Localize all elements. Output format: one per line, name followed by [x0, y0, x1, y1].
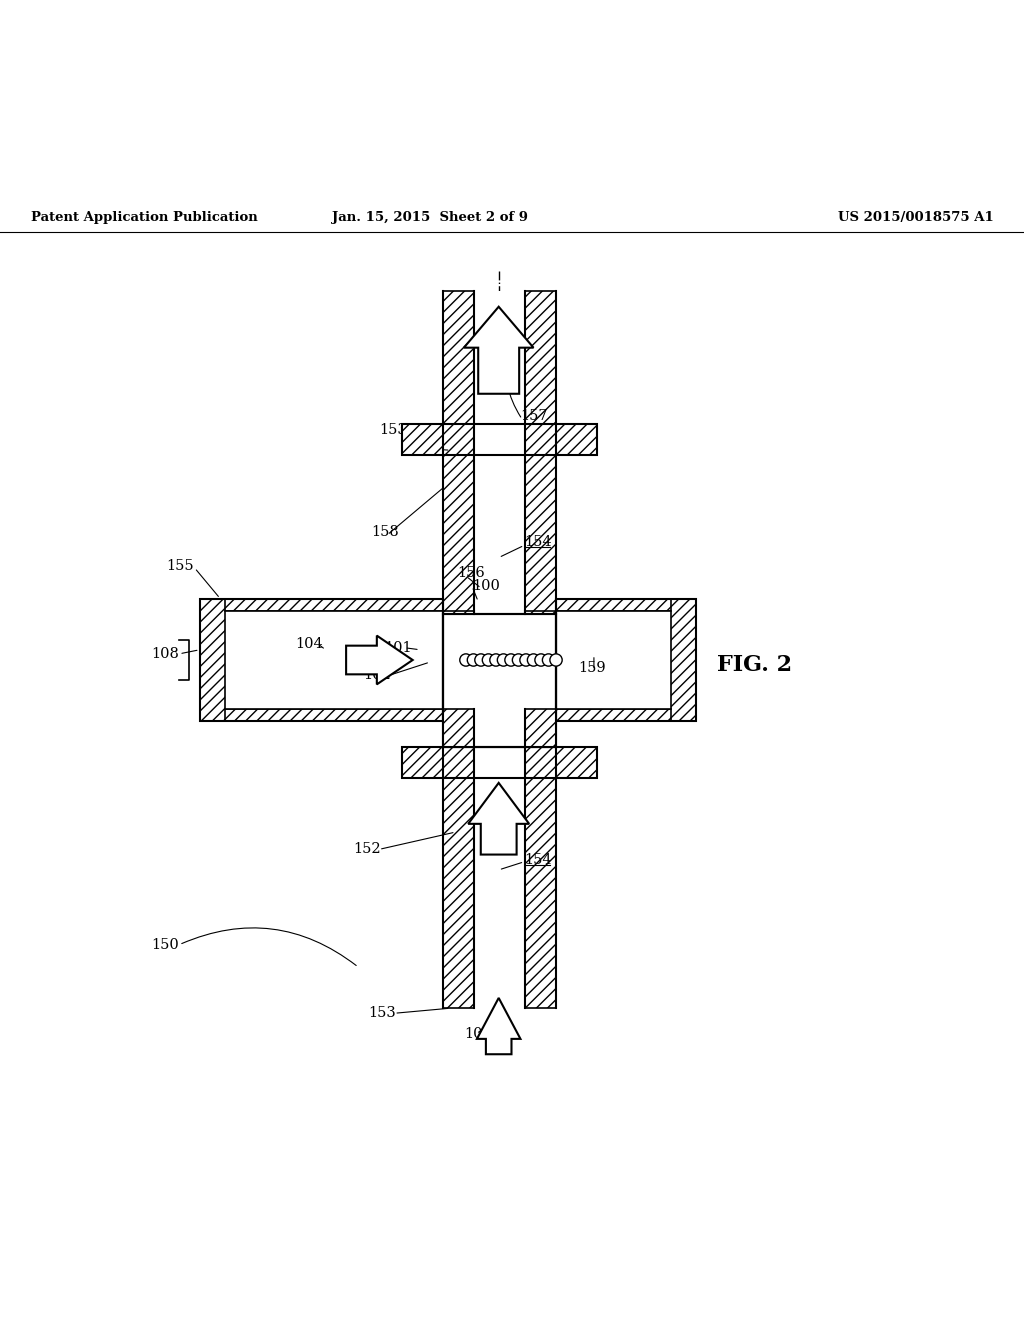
Bar [443, 614, 556, 747]
Circle shape [460, 653, 472, 667]
Bar [671, 598, 696, 722]
Text: 159: 159 [579, 661, 606, 676]
Bar [525, 709, 556, 747]
Text: 155: 155 [166, 558, 194, 573]
Text: Jan. 15, 2015  Sheet 2 of 9: Jan. 15, 2015 Sheet 2 of 9 [332, 211, 528, 224]
Text: 103: 103 [473, 719, 501, 734]
Text: 157: 157 [520, 409, 548, 424]
Bar [556, 709, 696, 722]
Bar [443, 292, 474, 614]
Polygon shape [346, 636, 413, 684]
Text: Patent Application Publication: Patent Application Publication [31, 211, 257, 224]
Text: 158: 158 [372, 525, 399, 539]
Bar [443, 709, 474, 747]
Polygon shape [464, 306, 534, 393]
Bar [200, 598, 225, 722]
Polygon shape [468, 783, 529, 854]
Bar [556, 598, 696, 722]
Text: 107: 107 [479, 657, 507, 671]
Bar [474, 747, 525, 1008]
Text: 152: 152 [353, 842, 381, 857]
Circle shape [550, 653, 562, 667]
Bar [525, 747, 556, 1008]
Bar [225, 611, 443, 709]
Circle shape [467, 653, 479, 667]
Bar [525, 611, 556, 614]
Bar [200, 598, 443, 611]
Bar [443, 614, 556, 747]
Text: 108: 108 [152, 647, 179, 661]
Text: FIG. 2: FIG. 2 [717, 655, 792, 676]
Bar [474, 292, 525, 614]
Bar [556, 425, 597, 455]
Bar [200, 709, 443, 722]
Circle shape [543, 653, 555, 667]
Bar [556, 747, 597, 777]
Bar [402, 425, 443, 455]
Text: 154: 154 [524, 535, 552, 549]
Circle shape [475, 653, 487, 667]
Bar [443, 611, 474, 614]
Bar [474, 614, 525, 747]
Text: 156: 156 [458, 566, 485, 579]
Text: 100: 100 [472, 579, 500, 593]
Circle shape [482, 653, 495, 667]
Bar [525, 292, 556, 614]
Polygon shape [477, 998, 520, 1055]
Text: 150: 150 [152, 937, 179, 952]
Text: 105: 105 [464, 1027, 492, 1040]
Circle shape [535, 653, 547, 667]
Circle shape [520, 653, 532, 667]
Bar [200, 598, 443, 722]
Bar [402, 425, 597, 455]
Circle shape [527, 653, 540, 667]
Circle shape [498, 653, 510, 667]
Bar [402, 747, 597, 777]
Circle shape [489, 653, 502, 667]
Text: 154: 154 [524, 853, 552, 867]
Text: US 2015/0018575 A1: US 2015/0018575 A1 [838, 211, 993, 224]
Bar [556, 598, 696, 611]
Circle shape [505, 653, 517, 667]
Bar [402, 747, 443, 777]
Circle shape [512, 653, 524, 667]
Bar [443, 747, 474, 1008]
Bar [556, 611, 671, 709]
Text: 153: 153 [379, 422, 407, 437]
Text: 101: 101 [384, 640, 412, 655]
Text: 102: 102 [364, 668, 391, 682]
Text: 153: 153 [369, 1006, 396, 1020]
Text: 104: 104 [295, 636, 323, 651]
